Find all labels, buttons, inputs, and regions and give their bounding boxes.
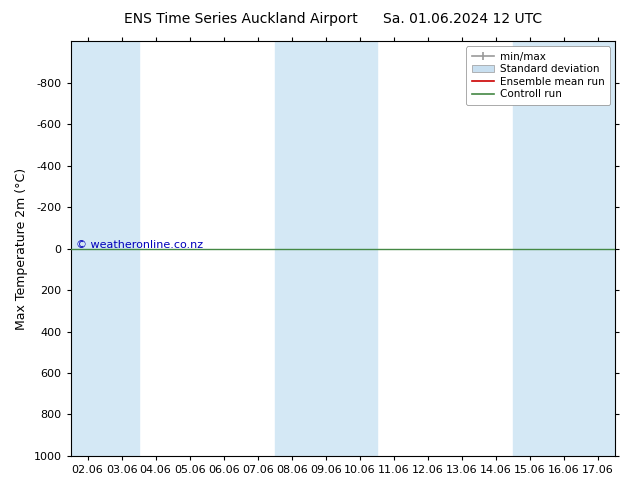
Y-axis label: Max Temperature 2m (°C): Max Temperature 2m (°C)	[15, 168, 28, 330]
Text: Sa. 01.06.2024 12 UTC: Sa. 01.06.2024 12 UTC	[384, 12, 542, 26]
Bar	[70, 41, 105, 456]
Bar	[547, 41, 581, 456]
Bar	[275, 41, 309, 456]
Bar	[581, 41, 615, 456]
Text: © weatheronline.co.nz: © weatheronline.co.nz	[76, 240, 203, 250]
Text: ENS Time Series Auckland Airport: ENS Time Series Auckland Airport	[124, 12, 358, 26]
Bar	[513, 41, 547, 456]
Legend: min/max, Standard deviation, Ensemble mean run, Controll run: min/max, Standard deviation, Ensemble me…	[467, 47, 610, 105]
Bar	[105, 41, 139, 456]
Bar	[343, 41, 377, 456]
Bar	[309, 41, 343, 456]
